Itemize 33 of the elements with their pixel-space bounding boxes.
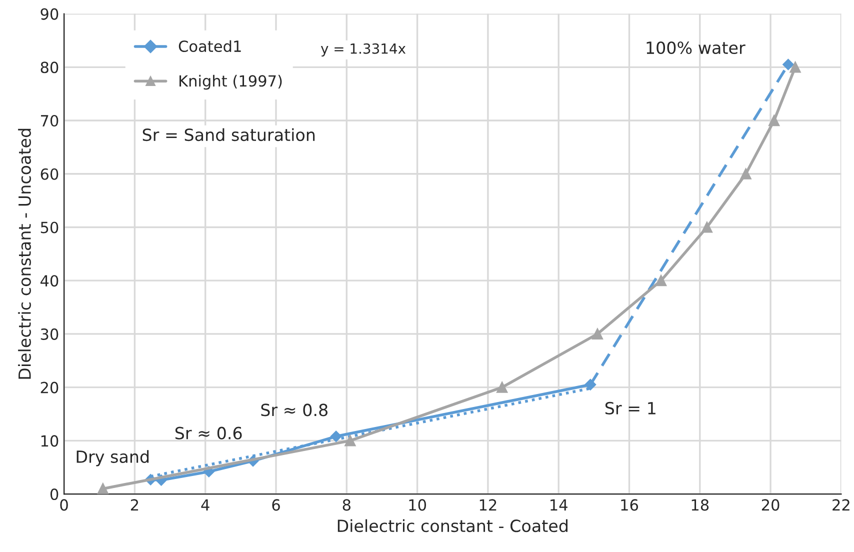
legend-label: Coated1 bbox=[178, 40, 241, 52]
annotation: Sr ≈ 0.8 bbox=[261, 404, 328, 416]
y-axis-title: Dielectric constant - Uncoated bbox=[18, 128, 31, 379]
annotation: 100% water bbox=[646, 41, 746, 54]
x-tick-label: 8 bbox=[342, 499, 350, 511]
x-tick-label: 4 bbox=[201, 499, 210, 511]
y-tick-label: 20 bbox=[40, 382, 58, 394]
annotation: y = 1.3314x bbox=[320, 43, 406, 57]
y-tick-label: 30 bbox=[40, 328, 58, 340]
x-tick-label: 0 bbox=[60, 499, 68, 511]
y-tick-label: 60 bbox=[40, 168, 58, 180]
x-tick-label: 18 bbox=[692, 499, 709, 511]
y-tick-label: 40 bbox=[40, 275, 58, 287]
y-tick-label: 0 bbox=[50, 488, 58, 500]
x-axis-title: Dielectric constant - Coated bbox=[338, 519, 568, 532]
y-tick-label: 50 bbox=[40, 222, 58, 234]
y-tick-label: 90 bbox=[40, 8, 58, 20]
legend-label: Knight (1997) bbox=[180, 74, 282, 90]
x-tick-label: 22 bbox=[832, 499, 850, 511]
y-tick-label: 80 bbox=[40, 62, 58, 74]
x-tick-label: 16 bbox=[621, 499, 638, 511]
annotation: Sr = 1 bbox=[605, 402, 656, 414]
x-tick-label: 20 bbox=[762, 499, 780, 511]
annotation: Sr ≈ 0.6 bbox=[175, 426, 242, 440]
x-tick-label: 2 bbox=[130, 499, 138, 511]
annotation: Dry sand bbox=[76, 450, 149, 466]
x-tick-label: 10 bbox=[409, 499, 426, 511]
annotation: Sr = Sand saturation bbox=[142, 128, 315, 142]
y-tick-label: 70 bbox=[41, 114, 58, 127]
x-tick-label: 6 bbox=[272, 499, 280, 511]
x-tick-label: 14 bbox=[550, 499, 568, 511]
y-tick-label: 10 bbox=[41, 435, 58, 447]
x-tick-label: 12 bbox=[480, 499, 496, 511]
